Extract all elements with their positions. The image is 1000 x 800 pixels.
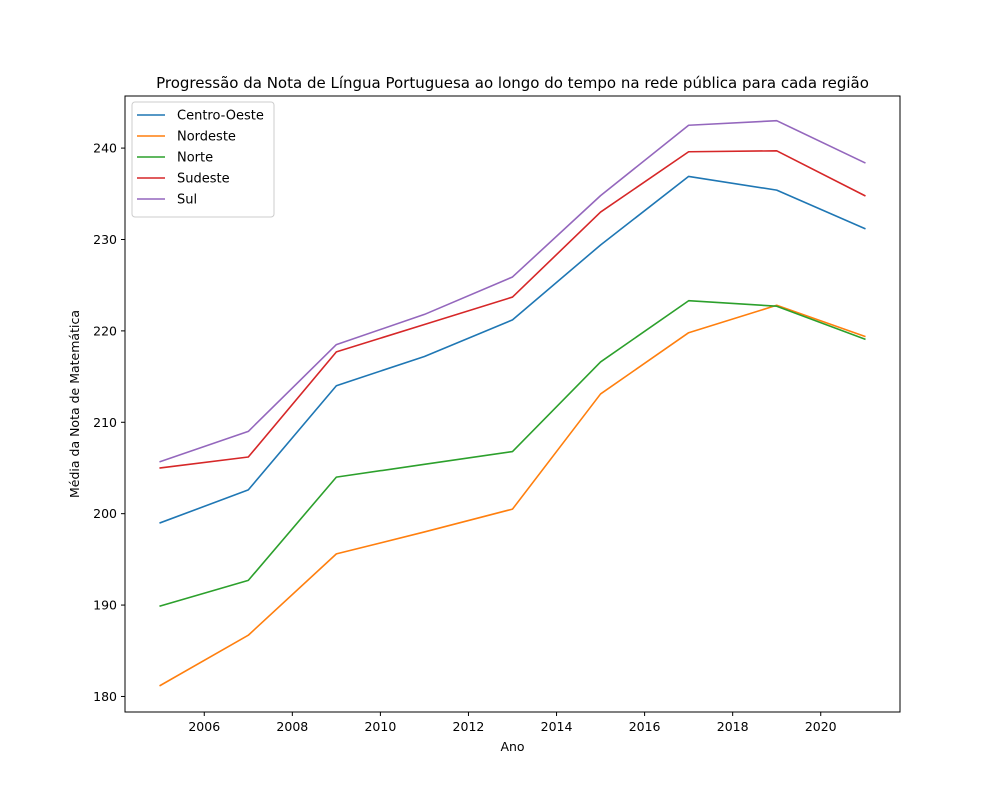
x-tick-label: 2014 [541,719,573,734]
x-axis: 2006 2008 2010 2012 2014 2016 2018 2020 [188,712,837,734]
legend-box [131,101,275,218]
y-tick-label: 230 [93,232,117,247]
x-axis-label: Ano [500,739,524,754]
legend-entry-label: Norte [177,151,213,166]
plot-area [124,95,901,713]
x-tick-label: 2020 [805,719,837,734]
series-layer [159,119,866,687]
y-tick-label: 220 [93,323,117,338]
series-line-sul [159,119,866,463]
x-tick-label: 2010 [364,719,396,734]
series-line-norte [159,299,866,607]
series-line-centro-oeste [159,175,866,524]
legend-entry-label: Nordeste [177,130,236,145]
y-tick-label: 200 [93,506,117,521]
legend-entry-label: Sudeste [177,172,230,187]
y-axis-label: Média da Nota de Matemática [67,310,82,498]
x-tick-label: 2006 [188,719,220,734]
legend-entry-label: Sul [177,193,197,208]
x-tick-label: 2016 [629,719,661,734]
y-tick-label: 180 [93,689,117,704]
y-axis: 180 190 200 210 220 230 240 [93,141,125,704]
y-tick-label: 240 [93,141,117,156]
x-tick-label: 2012 [453,719,485,734]
series-line-nordeste [159,304,866,687]
chart-title: Progressão da Nota de Língua Portuguesa … [156,74,869,92]
y-tick-label: 190 [93,598,117,613]
y-tick-label: 210 [93,415,117,430]
legend-entry-label: Centro-Oeste [177,109,264,124]
legend: Centro-Oeste Nordeste Norte Sudeste Sul [131,101,275,218]
series-line-sudeste [159,150,866,469]
x-tick-label: 2018 [717,719,749,734]
x-tick-label: 2008 [276,719,308,734]
